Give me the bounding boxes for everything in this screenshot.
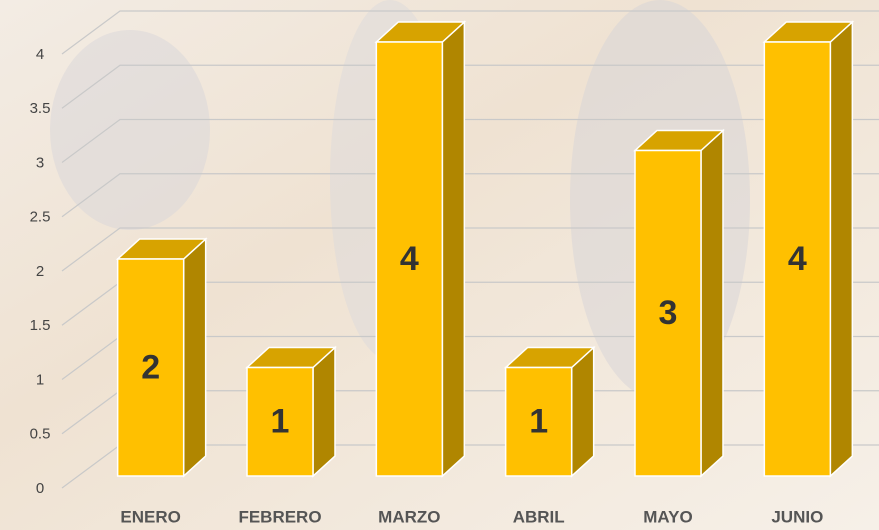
- y-tick-label: 1: [36, 371, 44, 388]
- x-tick-label: MARZO: [378, 507, 440, 526]
- y-tick-label: 0: [36, 480, 44, 497]
- bar: [375, 41, 444, 477]
- y-tick-label: 4: [36, 46, 44, 63]
- grid-line: [61, 118, 879, 163]
- x-tick-label: JUNIO: [771, 507, 823, 526]
- x-tick-label: ENERO: [120, 507, 180, 526]
- value-label: 2: [141, 348, 160, 386]
- grid-line: [61, 227, 879, 272]
- bar-side: [829, 20, 854, 478]
- bar: [504, 366, 573, 477]
- bar-side: [570, 345, 595, 478]
- bar-side: [182, 237, 207, 478]
- bar-side: [312, 345, 336, 478]
- value-label: 3: [659, 294, 678, 332]
- value-label: 4: [400, 240, 419, 278]
- x-tick-label: FEBRERO: [238, 507, 321, 526]
- bar: [763, 41, 832, 477]
- y-tick-label: 2.5: [30, 209, 51, 226]
- grid-line: [61, 64, 879, 109]
- y-tick-label: 3: [36, 154, 44, 171]
- y-tick-label: 3.5: [30, 100, 51, 117]
- y-tick-label: 2: [36, 263, 44, 280]
- bar-side: [700, 128, 724, 478]
- y-tick-label: 0.5: [30, 426, 51, 443]
- grid-line: [61, 10, 879, 55]
- bar: [634, 149, 702, 477]
- y-tick-label: 1.5: [30, 317, 51, 334]
- value-label: 1: [271, 403, 290, 441]
- bar: [246, 366, 314, 477]
- bar: [116, 258, 185, 477]
- x-tick-label: MAYO: [643, 507, 692, 526]
- x-tick-label: ABRIL: [513, 507, 565, 526]
- value-label: 1: [529, 403, 548, 441]
- bar-side: [441, 20, 466, 478]
- background-figure: [50, 30, 210, 230]
- value-label: 4: [788, 240, 807, 278]
- grid-line: [61, 173, 879, 218]
